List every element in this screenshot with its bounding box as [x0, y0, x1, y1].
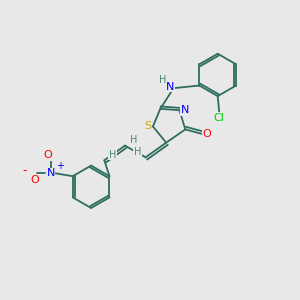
Text: O: O	[30, 175, 39, 185]
Text: -: -	[22, 164, 27, 177]
Text: N: N	[181, 105, 189, 115]
Text: +: +	[56, 161, 64, 171]
Text: O: O	[202, 129, 211, 139]
Text: H: H	[159, 75, 166, 85]
Text: N: N	[46, 168, 55, 178]
Text: N: N	[166, 82, 174, 92]
Text: O: O	[43, 150, 52, 160]
Text: Cl: Cl	[214, 112, 225, 123]
Text: H: H	[134, 147, 141, 157]
Text: H: H	[130, 135, 137, 145]
Text: S: S	[144, 122, 151, 131]
Text: H: H	[109, 150, 116, 160]
